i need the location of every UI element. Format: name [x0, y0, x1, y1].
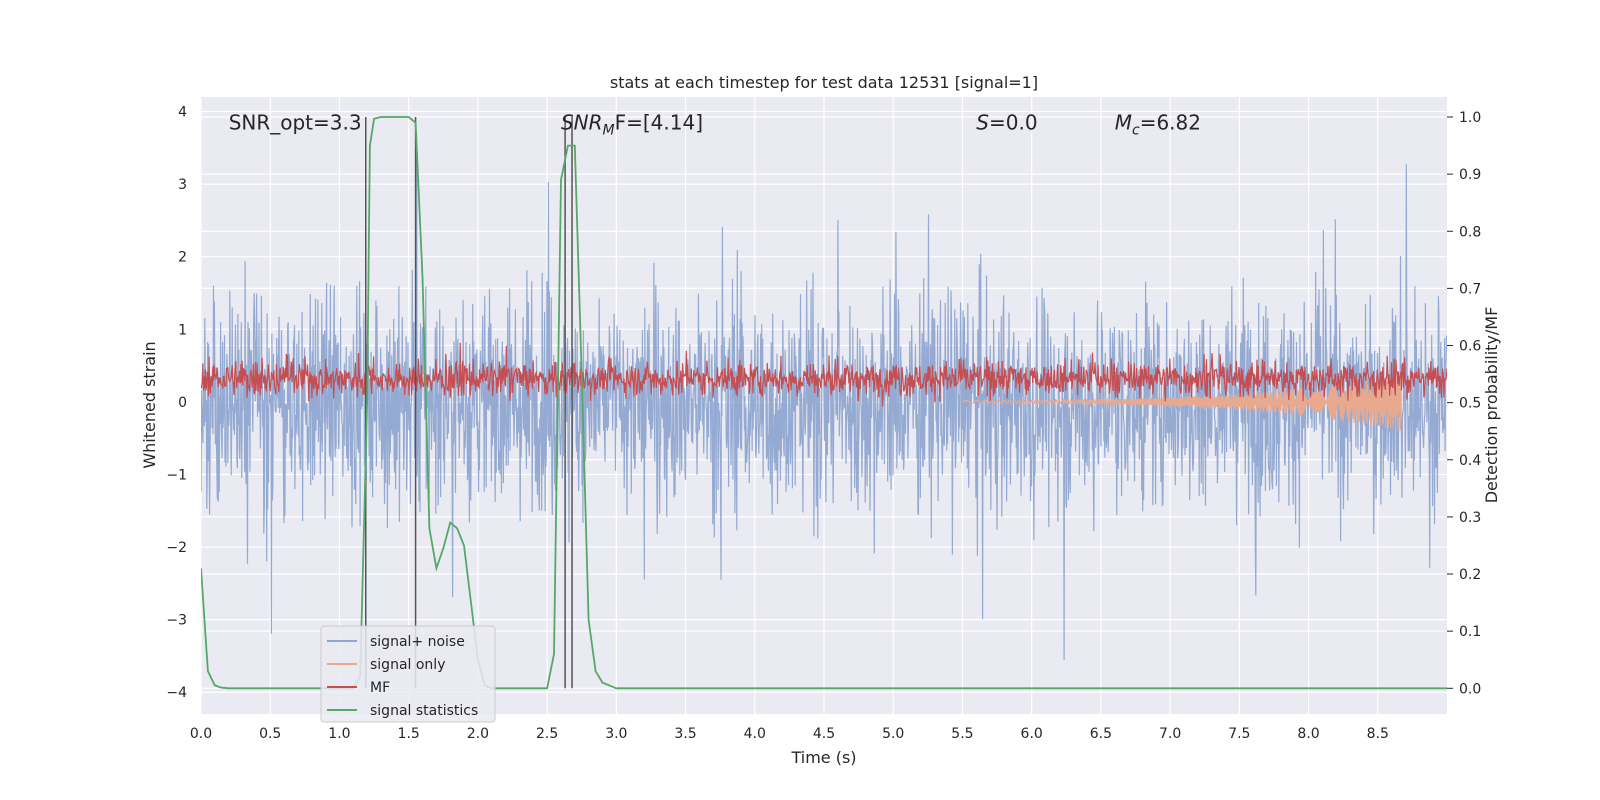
x-tick-label: 0.5 — [259, 726, 281, 742]
y-tick-label-left: 0 — [178, 395, 187, 411]
annotation-s-main: S — [976, 110, 989, 134]
chart-title: stats at each timestep for test data 125… — [610, 73, 1038, 92]
legend-label-mf: MF — [370, 680, 390, 696]
annotation-mc-tail: =6.82 — [1140, 110, 1201, 134]
vertical-markers — [364, 116, 573, 689]
annotations: SNR_opt=3.3 SNRMF=[4.14] S=0.0 Mc=6.82 — [229, 110, 1201, 138]
y-tick-label-left: −3 — [166, 613, 187, 629]
y-tick-label-right: 0.1 — [1459, 624, 1481, 640]
x-tick-label: 3.0 — [605, 726, 627, 742]
annotation-mc-sub: c — [1132, 122, 1140, 138]
x-tick-label: 6.5 — [1090, 726, 1112, 742]
y-tick-label-left: 1 — [178, 322, 187, 338]
legend: signal+ noise signal only MF signal stat… — [320, 625, 496, 723]
annotation-snr-mf-tail: F=[4.14] — [615, 110, 703, 134]
annotation-snr-mf-sub: M — [603, 122, 615, 138]
y-axis-title-right: Detection probability/MF — [1482, 307, 1501, 504]
ticks: 0.0 0.5 1.0 1.5 2.0 2.5 3.0 3.5 4.0 4.5 5.0 5.5 6.0 6… — [166, 105, 1481, 742]
legend-label-signal-statistics: signal statistics — [370, 703, 478, 719]
x-tick-label: 2.0 — [467, 726, 489, 742]
y-tick-label-right: 0.8 — [1459, 224, 1481, 240]
annotation-snr-opt: SNR_opt=3.3 — [229, 110, 362, 134]
legend-label-signal-only: signal only — [370, 657, 445, 673]
y-tick-label-right: 0.9 — [1459, 167, 1481, 183]
annotation-mc: Mc=6.82 — [1115, 110, 1201, 138]
x-tick-label: 7.0 — [1159, 726, 1181, 742]
series-signal-only — [962, 375, 1402, 431]
legend-label-signal-plus-noise: signal+ noise — [370, 634, 465, 650]
x-tick-label: 4.5 — [813, 726, 835, 742]
annotation-s: S=0.0 — [976, 110, 1037, 134]
y-tick-label-left: 2 — [178, 250, 187, 266]
annotation-snr-mf-main: SNR — [561, 110, 603, 134]
x-tick-label: 7.5 — [1228, 726, 1250, 742]
y-tick-label-left: −2 — [166, 540, 187, 556]
x-tick-label: 5.0 — [882, 726, 904, 742]
x-tick-label: 1.0 — [328, 726, 350, 742]
y-tick-label-right: 0.7 — [1459, 281, 1481, 297]
y-tick-label-right: 0.3 — [1459, 510, 1481, 526]
y-tick-label-right: 1.0 — [1459, 110, 1481, 126]
x-tick-label: 8.0 — [1297, 726, 1319, 742]
legend-box — [320, 625, 496, 723]
x-tick-label: 8.5 — [1367, 726, 1389, 742]
x-tick-label: 4.0 — [744, 726, 766, 742]
annotation-s-tail: =0.0 — [989, 110, 1038, 134]
y-axis-title-left: Whitened strain — [140, 341, 159, 468]
y-tick-label-left: −1 — [166, 467, 187, 483]
annotation-mc-main: M — [1115, 110, 1132, 134]
x-tick-label: 6.0 — [1021, 726, 1043, 742]
y-tick-label-right: 0.0 — [1459, 681, 1481, 697]
y-tick-label-left: 3 — [178, 177, 187, 193]
annotation-snr-mf: SNRMF=[4.14] — [561, 110, 703, 138]
x-tick-label: 5.5 — [951, 726, 973, 742]
y-tick-label-right: 0.5 — [1459, 396, 1481, 412]
y-tick-label-left: −4 — [166, 685, 187, 701]
y-tick-label-right: 0.6 — [1459, 339, 1481, 355]
x-tick-label: 0.0 — [190, 726, 212, 742]
y-tick-label-right: 0.4 — [1459, 453, 1481, 469]
y-tick-label-right: 0.2 — [1459, 567, 1481, 583]
x-tick-label: 2.5 — [536, 726, 558, 742]
y-tick-label-left: 4 — [178, 105, 187, 121]
x-axis-title: Time (s) — [790, 748, 856, 767]
x-tick-label: 3.5 — [674, 726, 696, 742]
series-mf — [201, 342, 1447, 407]
x-tick-label: 1.5 — [398, 726, 420, 742]
